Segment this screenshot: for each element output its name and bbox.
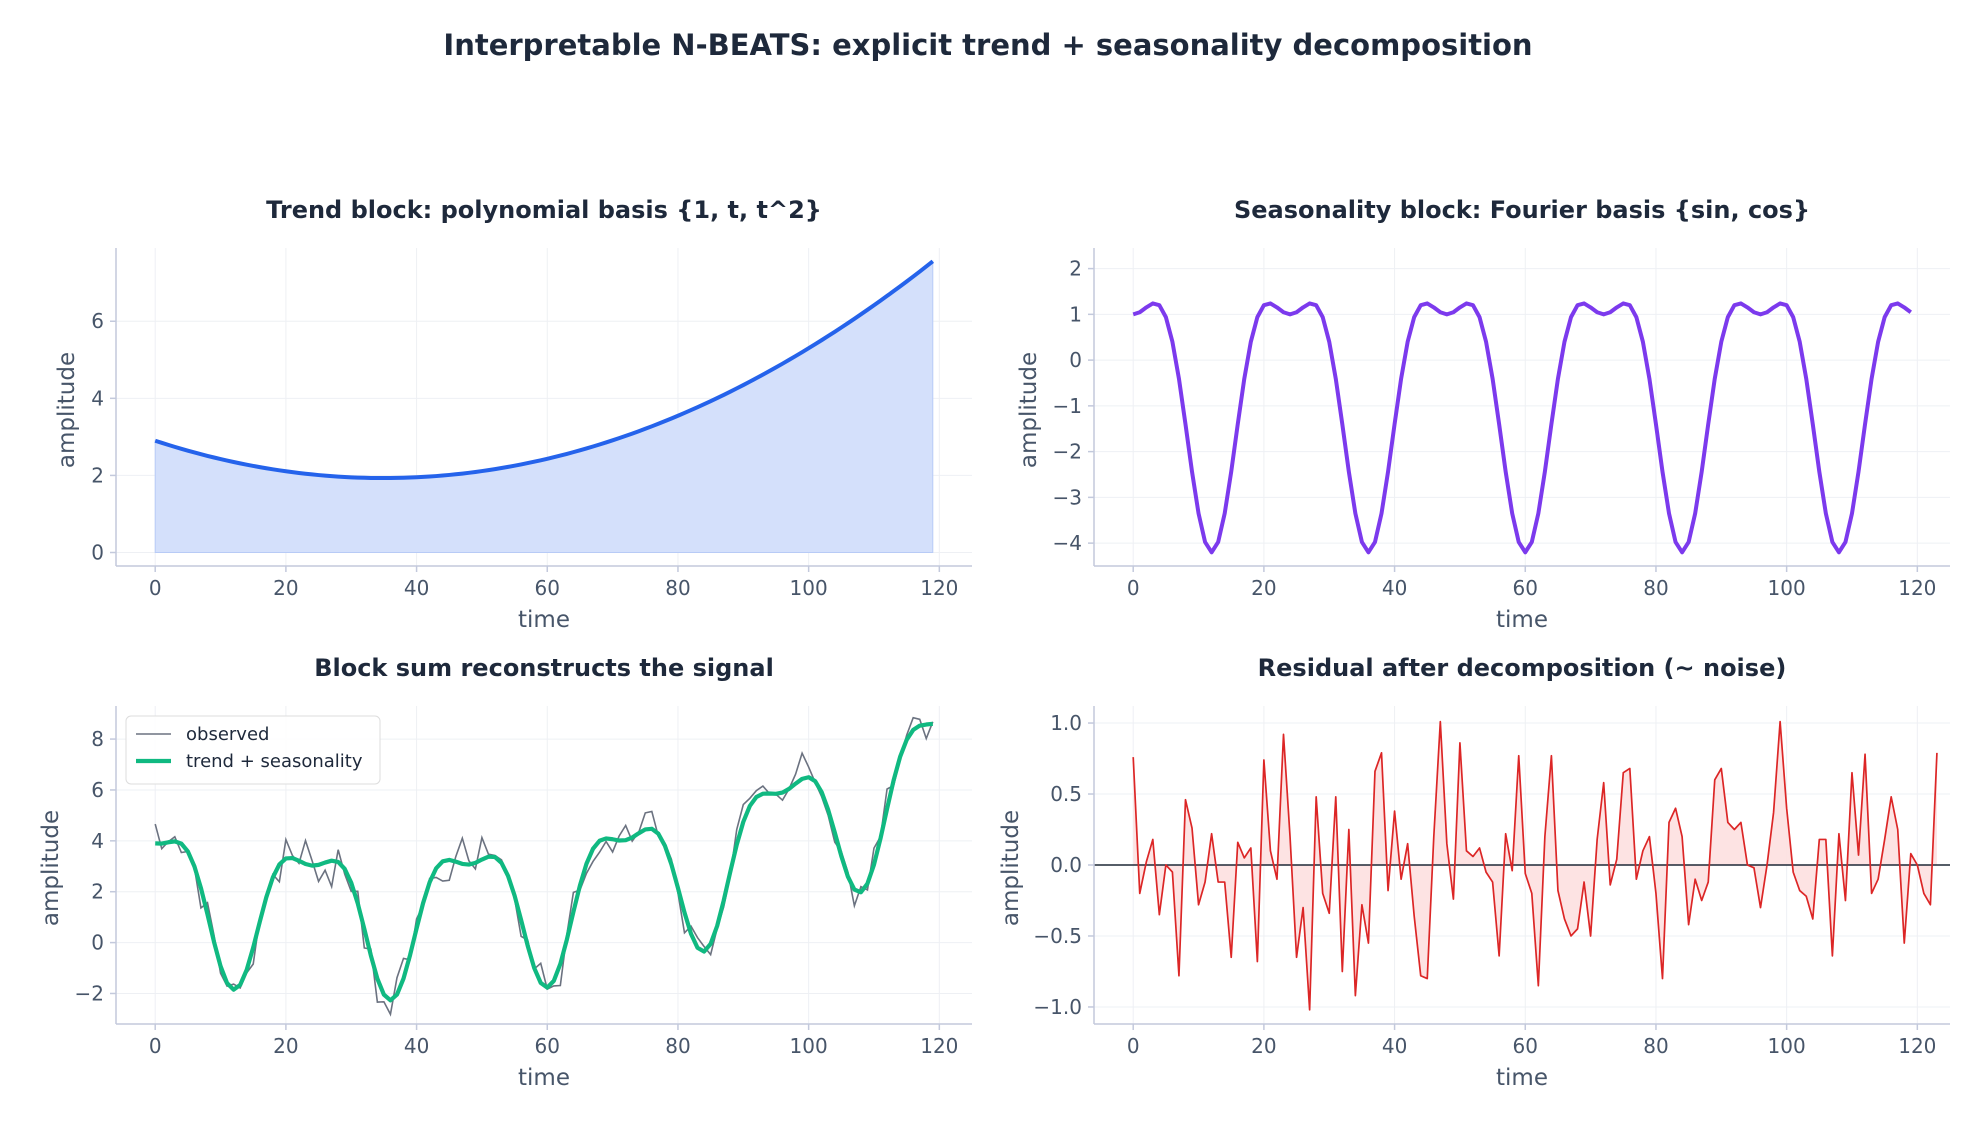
panel-trend-title: Trend block: polynomial basis {1, t, t^2…: [266, 196, 822, 224]
x-tick-label: 100: [1768, 576, 1806, 600]
x-tick-label: 60: [535, 1034, 560, 1058]
y-tick-label: 6: [91, 778, 104, 802]
residual-line: [1132, 720, 1938, 1011]
x-tick-label: 40: [1382, 1034, 1407, 1058]
legend-label-reconstruction: trend + seasonality: [186, 751, 363, 772]
y-tick-label: −2: [75, 981, 104, 1005]
x-tick-label: 40: [404, 576, 429, 600]
x-tick-label: 20: [1251, 1034, 1276, 1058]
y-tick-label: 1.0: [1050, 711, 1082, 735]
x-tick-label: 80: [665, 1034, 690, 1058]
x-tick-label: 80: [1643, 1034, 1668, 1058]
panel-seasonality-ylabel: amplitude: [1016, 352, 1042, 468]
panel-trend: Trend block: polynomial basis {1, t, t^2…: [54, 196, 972, 633]
y-tick-label: 0: [91, 931, 104, 955]
y-tick-label: 0: [1069, 348, 1082, 372]
x-tick-label: 100: [1768, 1034, 1806, 1058]
x-tick-label: 100: [790, 576, 828, 600]
y-tick-label: 8: [91, 727, 104, 751]
observed-line: [154, 716, 934, 1017]
x-tick-label: 60: [1513, 1034, 1538, 1058]
y-tick-label: 4: [91, 386, 104, 410]
x-tick-label: 120: [920, 576, 958, 600]
panel-reconstruction-xlabel: time: [518, 1065, 570, 1091]
figure-title: Interpretable N-BEATS: explicit trend + …: [443, 28, 1533, 62]
y-tick-label: −4: [1053, 531, 1082, 555]
x-tick-label: 20: [273, 576, 298, 600]
panel-seasonality-title: Seasonality block: Fourier basis {sin, c…: [1234, 196, 1810, 224]
panel-reconstruction-title: Block sum reconstructs the signal: [314, 654, 774, 682]
y-tick-label: 2: [91, 880, 104, 904]
panel-reconstruction-ylabel: amplitude: [38, 810, 64, 926]
x-tick-label: 0: [149, 1034, 162, 1058]
y-tick-label: −3: [1053, 485, 1082, 509]
trend-line: [154, 259, 935, 481]
panel-seasonality: Seasonality block: Fourier basis {sin, c…: [1016, 196, 1950, 633]
panel-trend-xlabel: time: [518, 607, 570, 633]
y-tick-label: 0: [91, 541, 104, 565]
seasonality-line: [1132, 301, 1912, 555]
y-tick-label: 0.5: [1050, 782, 1082, 806]
x-tick-label: 120: [1898, 576, 1936, 600]
x-tick-label: 100: [790, 1034, 828, 1058]
legend-box: [125, 715, 381, 785]
x-tick-label: 20: [1251, 576, 1276, 600]
x-tick-label: 20: [273, 1034, 298, 1058]
x-tick-label: 120: [920, 1034, 958, 1058]
panel-reconstruction: Block sum reconstructs the signal time a…: [38, 654, 972, 1091]
x-tick-label: 120: [1898, 1034, 1936, 1058]
x-tick-label: 0: [1127, 576, 1140, 600]
panel-residual-ylabel: amplitude: [998, 810, 1024, 926]
y-tick-label: 0.0: [1050, 853, 1082, 877]
panel-residual-title: Residual after decomposition (~ noise): [1258, 654, 1787, 682]
reconstruction-line: [155, 721, 934, 1003]
y-tick-label: −1: [1053, 394, 1082, 418]
legend: observed trend + seasonality: [125, 715, 381, 785]
panel-residual-xlabel: time: [1496, 1065, 1548, 1091]
x-tick-label: 0: [149, 576, 162, 600]
x-tick-label: 80: [1643, 576, 1668, 600]
x-tick-label: 60: [1513, 576, 1538, 600]
trend-area: [154, 260, 934, 554]
x-tick-label: 0: [1127, 1034, 1140, 1058]
y-tick-label: −1.0: [1033, 995, 1082, 1019]
x-tick-label: 80: [665, 576, 690, 600]
panel-residual: Residual after decomposition (~ noise) t…: [998, 654, 1950, 1091]
x-tick-label: 60: [535, 576, 560, 600]
y-tick-label: 1: [1069, 302, 1082, 326]
y-tick-label: −0.5: [1033, 924, 1082, 948]
panel-trend-ylabel: amplitude: [54, 352, 80, 468]
x-tick-label: 40: [404, 1034, 429, 1058]
x-tick-label: 40: [1382, 576, 1407, 600]
panel-seasonality-xlabel: time: [1496, 607, 1548, 633]
y-tick-label: 4: [91, 829, 104, 853]
y-tick-label: 2: [91, 463, 104, 487]
y-tick-label: −2: [1053, 440, 1082, 464]
grid: [1094, 248, 1950, 566]
grid: [116, 706, 972, 1024]
legend-label-observed: observed: [186, 724, 269, 745]
y-tick-label: 2: [1069, 257, 1082, 281]
y-tick-label: 6: [91, 309, 104, 333]
